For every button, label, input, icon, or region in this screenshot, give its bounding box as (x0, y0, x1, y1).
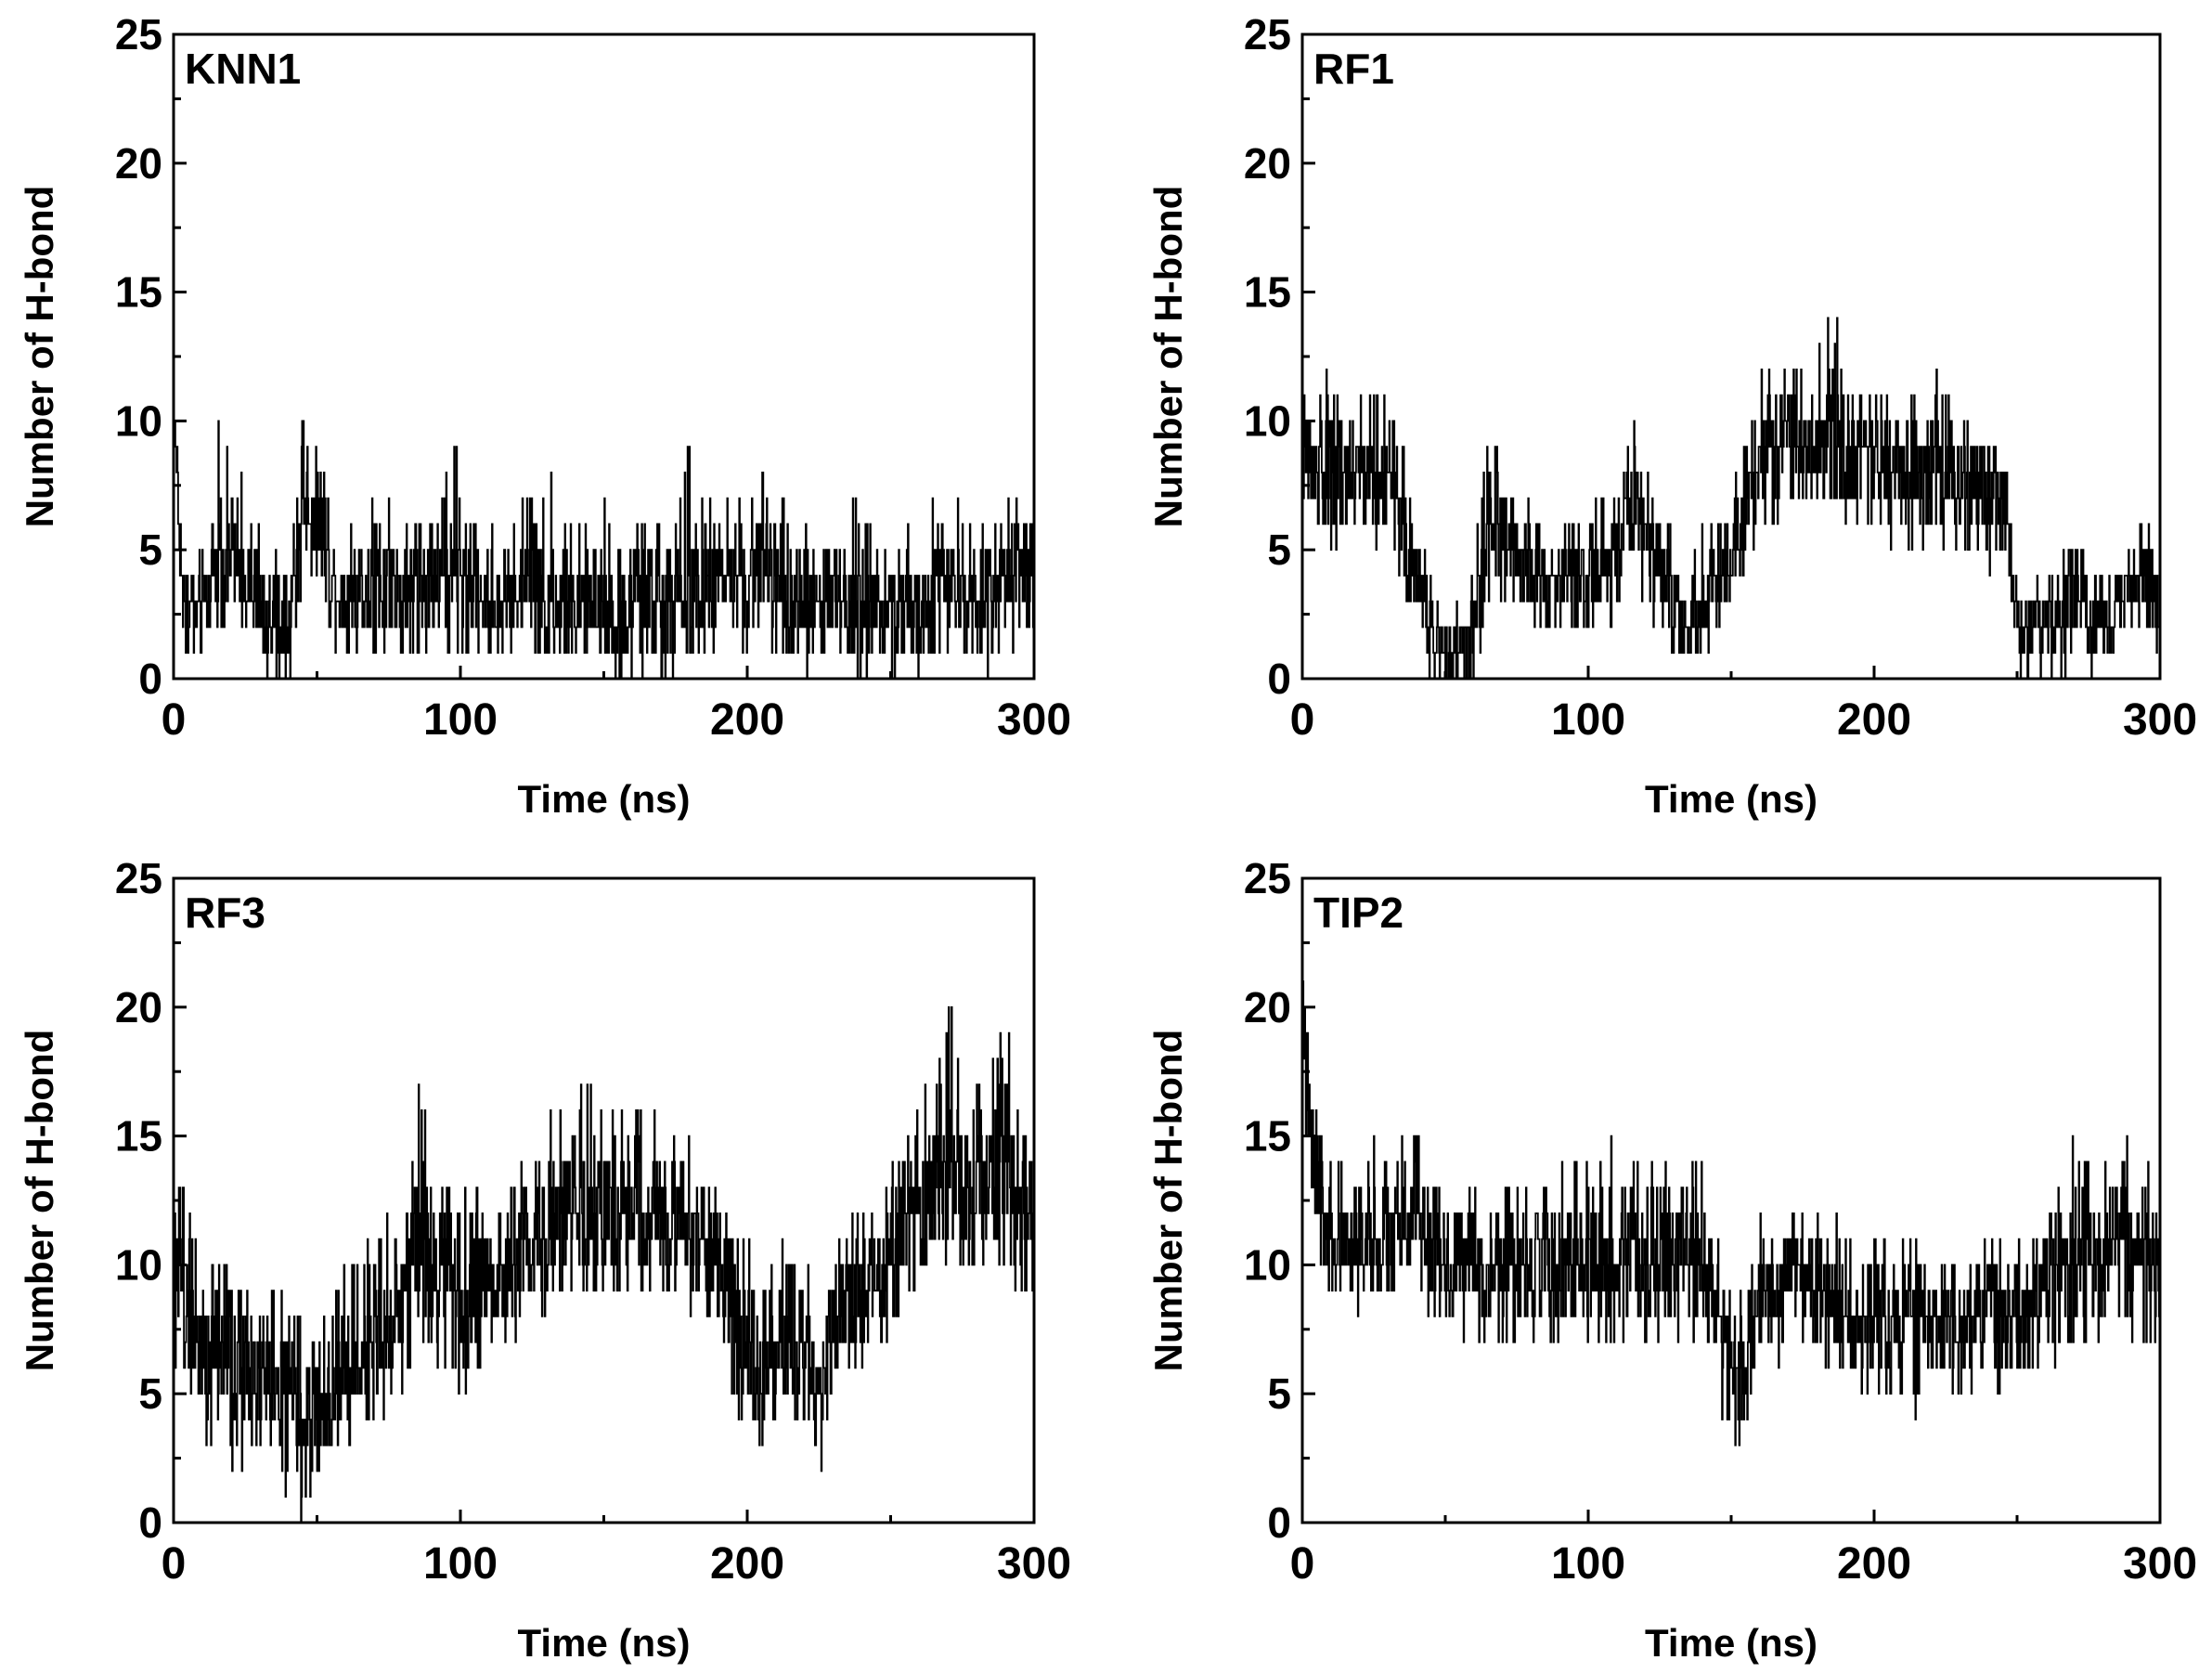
y-tick-label: 25 (1244, 10, 1291, 58)
x-tick-label: 100 (423, 695, 498, 745)
panel-knn1: 0 100 200 300 0 5 10 15 20 25 Time (ns) Number of H… (18, 10, 1071, 821)
y-tick-label: 15 (115, 268, 162, 317)
x-tick-label: 0 (1290, 695, 1315, 745)
y-tick-label: 15 (115, 1112, 162, 1161)
y-tick-label: 0 (1267, 1498, 1291, 1547)
x-axis-title: Time (ns) (1645, 777, 1817, 821)
series-line-knn1 (173, 394, 1035, 680)
x-tick-label: 0 (1290, 1539, 1315, 1589)
x-tick-label: 300 (2123, 695, 2197, 745)
x-tick-label: 200 (710, 695, 784, 745)
panel-label: TIP2 (1313, 888, 1404, 937)
y-tick-label: 15 (1244, 268, 1291, 317)
x-tick-label: 200 (1837, 1539, 1911, 1589)
y-tick-label: 5 (1267, 525, 1291, 574)
panel-label: KNN1 (185, 45, 301, 93)
x-tick-label: 100 (1551, 1539, 1625, 1589)
y-tick-label: 5 (138, 525, 162, 574)
x-tick-label: 300 (997, 1539, 1071, 1589)
x-tick-label: 100 (423, 1539, 498, 1589)
y-axis-title: Number of H-bond (1146, 1030, 1190, 1372)
y-axis-title: Number of H-bond (18, 186, 61, 528)
panel-label: RF1 (1313, 45, 1394, 93)
y-tick-label: 20 (115, 139, 162, 188)
y-tick-label: 5 (1267, 1369, 1291, 1418)
y-tick-label: 5 (138, 1369, 162, 1418)
y-tick-label: 20 (1244, 139, 1291, 188)
panel-tip2: 0 100 200 300 0 5 10 15 20 25 Time (ns) Number of H… (1146, 854, 2197, 1665)
x-tick-label: 0 (162, 695, 187, 745)
plot-frame (1300, 876, 2162, 1524)
series-line-rf1 (1302, 317, 2161, 680)
y-tick-label: 20 (115, 983, 162, 1031)
series-line-rf3 (173, 1005, 1035, 1524)
y-tick-label: 0 (138, 655, 162, 703)
y-tick-label: 10 (115, 1240, 162, 1289)
y-tick-label: 25 (115, 10, 162, 58)
y-tick-label: 0 (138, 1498, 162, 1547)
x-tick-label: 300 (2123, 1539, 2197, 1589)
y-tick-label: 15 (1244, 1112, 1291, 1161)
x-tick-label: 200 (710, 1539, 784, 1589)
x-axis-title: Time (ns) (518, 777, 691, 821)
x-tick-label: 100 (1551, 695, 1625, 745)
y-tick-label: 10 (115, 396, 162, 445)
y-tick-label: 10 (1244, 396, 1291, 445)
y-tick-label: 20 (1244, 983, 1291, 1031)
x-axis-title: Time (ns) (1645, 1621, 1817, 1665)
y-tick-label: 10 (1244, 1240, 1291, 1289)
series-line-tip2 (1301, 980, 2161, 1446)
panel-label: RF3 (185, 888, 265, 937)
y-tick-label: 25 (115, 854, 162, 902)
y-axis-title: Number of H-bond (18, 1030, 61, 1372)
panel-rf3: 0 100 200 300 0 5 10 15 20 25 Time (ns) Number of H… (18, 854, 1071, 1665)
x-tick-label: 0 (162, 1539, 187, 1589)
y-axis-title: Number of H-bond (1146, 186, 1190, 528)
y-tick-label: 25 (1244, 854, 1291, 902)
x-tick-label: 200 (1837, 695, 1911, 745)
panel-rf1: 0 100 200 300 0 5 10 15 20 25 Time (ns) Number of H… (1146, 10, 2197, 821)
x-axis-title: Time (ns) (518, 1621, 691, 1665)
y-tick-label: 0 (1267, 655, 1291, 703)
x-tick-label: 300 (997, 695, 1071, 745)
